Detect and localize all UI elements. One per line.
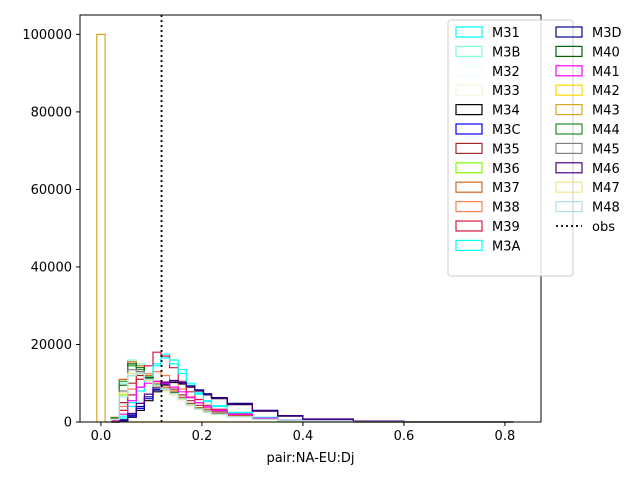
legend-swatch	[455, 220, 483, 232]
legend-label: M3A	[492, 239, 520, 254]
x-axis-ticks: 0.0 0.2 0.4 0.6 0.8	[91, 422, 516, 444]
legend-swatch	[555, 162, 583, 174]
legend-swatch	[555, 123, 583, 135]
series-m34	[111, 381, 514, 423]
legend-label: M3C	[492, 123, 521, 138]
y-tick-label: 40000	[31, 260, 72, 275]
plot-series	[96, 33, 514, 423]
legend-label: M33	[492, 84, 520, 99]
legend-swatch	[555, 65, 583, 77]
legend-swatch	[455, 45, 483, 58]
series-m41	[110, 380, 514, 423]
x-tick-label: 0.2	[192, 429, 213, 444]
legend-swatch	[555, 84, 583, 96]
legend-label: M45	[592, 142, 620, 157]
legend-swatch	[555, 181, 583, 193]
legend-swatch	[555, 26, 583, 38]
legend-label: M32	[492, 65, 520, 80]
y-tick-label: 100000	[22, 28, 72, 43]
legend-label: M43	[592, 104, 620, 119]
series-m46	[111, 380, 514, 423]
x-axis-label: pair:NA-EU:Dj	[266, 451, 354, 466]
legend-label: M3B	[492, 45, 520, 60]
legend-swatch	[555, 201, 583, 213]
series-m48	[110, 372, 514, 423]
y-tick-label: 20000	[31, 338, 72, 353]
legend-swatch	[455, 162, 483, 174]
legend-swatch	[455, 26, 483, 38]
legend-swatch	[455, 123, 483, 135]
x-tick-label: 0.4	[293, 429, 314, 444]
legend-swatch	[555, 142, 583, 154]
legend-label: M42	[592, 84, 620, 99]
legend-label: M48	[592, 201, 620, 216]
series-m38	[110, 371, 514, 423]
legend-label: M34	[492, 104, 520, 119]
legend-label: M47	[592, 181, 620, 196]
legend-label: M35	[492, 142, 520, 157]
legend-swatch	[455, 201, 483, 213]
legend-label: M3D	[592, 26, 622, 41]
legend-swatch	[455, 84, 483, 96]
x-tick-label: 0.6	[394, 429, 415, 444]
legend-label: obs	[592, 220, 615, 235]
series-m43	[96, 33, 114, 423]
legend-swatch	[455, 65, 483, 77]
y-tick-label: 0	[64, 416, 72, 431]
series-m33	[110, 371, 514, 423]
legend-swatch	[455, 103, 483, 116]
x-tick-label: 0.8	[495, 429, 516, 444]
legend-label: M46	[592, 162, 620, 177]
legend-label: M37	[492, 181, 520, 196]
legend-swatch	[455, 239, 483, 251]
y-axis-ticks: 0 20000 40000 60000 80000 100000	[22, 28, 80, 431]
legend-label: M36	[492, 162, 520, 177]
legend-swatch	[455, 181, 483, 193]
legend-label: M39	[492, 220, 520, 235]
y-tick-label: 80000	[31, 105, 72, 120]
legend-label: M44	[592, 123, 620, 138]
legend-swatch	[455, 142, 483, 154]
legend-label: M38	[492, 201, 520, 216]
legend-label: M31	[492, 26, 520, 41]
y-tick-label: 60000	[31, 183, 72, 198]
series-m32	[110, 367, 514, 423]
legend-swatch	[555, 103, 583, 116]
x-tick-label: 0.0	[91, 429, 112, 444]
legend-label: M41	[592, 65, 620, 80]
legend: M31 M3B M32 M33 M34 M3C M35 M36 M37 M38 M39 M3A M3D M…	[447, 19, 622, 277]
legend-label: M40	[592, 45, 620, 60]
legend-swatch	[555, 45, 583, 58]
